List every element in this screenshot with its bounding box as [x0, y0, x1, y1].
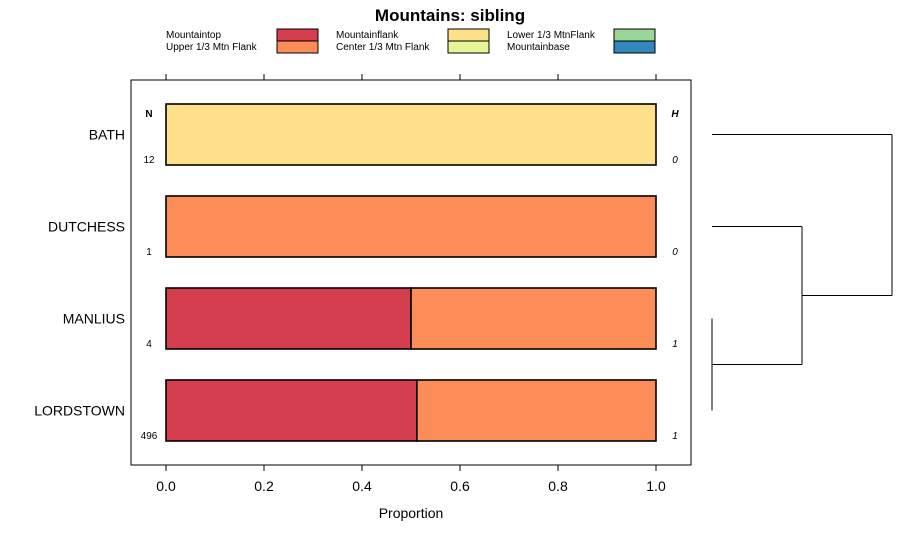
- h-value: 1: [672, 339, 678, 350]
- row-label: DUTCHESS: [48, 219, 125, 235]
- legend-swatch: [613, 28, 656, 42]
- h-value: 1: [672, 431, 678, 442]
- n-value: 496: [141, 431, 158, 442]
- n-value: 1: [146, 247, 152, 258]
- row-labels: BATH 12 0 DUTCHESS 1 0 MANLIUS 4 1 LORDSTOWN 496 1: [34, 127, 678, 443]
- n-value: 4: [146, 339, 152, 350]
- x-tick-label: 0.6: [450, 478, 470, 494]
- legend-label: Mountainbase: [507, 42, 570, 53]
- legend-swatch: [447, 40, 490, 54]
- legend-swatch: [447, 28, 490, 42]
- row-label: MANLIUS: [63, 311, 125, 327]
- n-header: N: [145, 109, 152, 120]
- bar-segment: [416, 379, 657, 442]
- legend-label: Mountainflank: [336, 30, 399, 41]
- x-tick-label: 0.0: [156, 478, 176, 494]
- plot-frame: [130, 79, 692, 466]
- x-tick-label: 0.8: [548, 478, 568, 494]
- bar-segment: [165, 287, 412, 350]
- h-header: H: [671, 109, 679, 120]
- n-value: 12: [143, 155, 155, 166]
- legend-label: Upper 1/3 Mtn Flank: [166, 42, 258, 53]
- chart-title: Mountains: sibling: [375, 6, 525, 25]
- legend-label: Mountaintop: [166, 30, 221, 41]
- x-tick-label: 0.2: [254, 478, 274, 494]
- h-value: 0: [672, 247, 678, 258]
- bar-segment: [165, 195, 657, 258]
- x-tick-label: 0.4: [352, 478, 372, 494]
- bar-segment: [165, 103, 657, 166]
- bar-segment: [410, 287, 657, 350]
- legend-label: Lower 1/3 MtnFlank: [507, 30, 596, 41]
- row-label: LORDSTOWN: [34, 403, 125, 419]
- dendrogram: [711, 134, 893, 411]
- legend-swatch: [613, 40, 656, 54]
- legend-swatch: [276, 40, 319, 54]
- legend-label: Center 1/3 Mtn Flank: [336, 42, 430, 53]
- x-tick-label: 1.0: [646, 478, 666, 494]
- axes: 0.0 0.2 0.4 0.6 0.8 1.0: [156, 74, 666, 494]
- h-value: 0: [672, 155, 678, 166]
- bar-segment: [165, 379, 418, 442]
- legend-swatch: [276, 28, 319, 42]
- bars: [165, 103, 657, 442]
- x-axis-label: Proportion: [379, 505, 444, 521]
- row-label: BATH: [89, 127, 125, 143]
